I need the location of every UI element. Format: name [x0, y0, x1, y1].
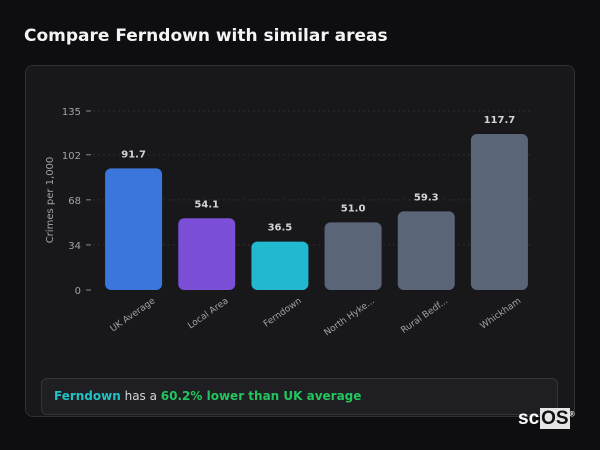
logo-text-a: sc	[518, 408, 540, 429]
data-label: 59.3	[414, 192, 439, 203]
page-title: Compare Ferndown with similar areas	[24, 26, 388, 46]
x-tick-label: Whickham	[479, 296, 523, 331]
y-tick-label: 0	[75, 286, 81, 297]
bar	[470, 133, 528, 290]
x-tick-label: Ferndown	[262, 296, 304, 329]
data-label: 91.7	[121, 149, 146, 160]
bar	[397, 211, 455, 290]
comparison-value: 60.2% lower than UK average	[160, 389, 362, 403]
x-tick-label: Local Area	[186, 296, 230, 331]
x-tick-label: Rural Bedf...	[399, 296, 450, 336]
comparison-summary: Ferndown has a 60.2% lower than UK avera…	[41, 378, 558, 415]
data-label: 36.5	[268, 223, 293, 234]
y-tick-label: 68	[68, 196, 81, 207]
bar	[324, 222, 382, 290]
y-tick-label: 102	[62, 151, 81, 162]
bar	[105, 168, 163, 290]
data-label: 117.7	[484, 115, 516, 126]
x-tick-label: UK Average	[109, 296, 158, 334]
y-tick-label: 34	[68, 241, 81, 252]
y-axis-label: Crimes per 1,000	[45, 157, 56, 244]
area-name: Ferndown	[54, 389, 121, 403]
bar	[251, 241, 309, 290]
bar	[178, 218, 236, 290]
summary-text: has a	[120, 389, 161, 403]
x-tick-label: North Hyke...	[323, 296, 377, 338]
data-label: 51.0	[341, 203, 366, 214]
data-label: 54.1	[194, 199, 219, 210]
y-tick-label: 135	[62, 107, 81, 118]
scos-logo: sc OS®	[518, 408, 575, 429]
logo-text-b: OS	[540, 408, 570, 429]
